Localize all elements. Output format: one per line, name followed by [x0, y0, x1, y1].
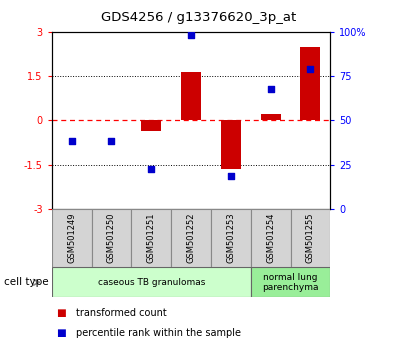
Bar: [141, 120, 161, 131]
Text: caseous TB granulomas: caseous TB granulomas: [98, 278, 205, 287]
Text: GSM501253: GSM501253: [226, 213, 235, 263]
Point: [68, 138, 75, 144]
Bar: [131, 209, 171, 267]
Bar: [181, 72, 201, 120]
Bar: [261, 114, 281, 120]
Bar: [52, 267, 251, 297]
Text: transformed count: transformed count: [76, 308, 166, 318]
Bar: [291, 209, 330, 267]
Point: [108, 138, 115, 144]
Text: cell type: cell type: [4, 277, 49, 287]
Text: GSM501249: GSM501249: [67, 213, 76, 263]
Text: ■: ■: [56, 308, 65, 318]
Point: [267, 86, 274, 92]
Bar: [171, 209, 211, 267]
Text: ■: ■: [56, 328, 65, 338]
Bar: [251, 267, 330, 297]
Text: GSM501254: GSM501254: [266, 213, 275, 263]
Text: GSM501252: GSM501252: [187, 213, 195, 263]
Bar: [211, 209, 251, 267]
Bar: [251, 209, 291, 267]
Text: GSM501255: GSM501255: [306, 213, 315, 263]
Bar: [221, 120, 241, 169]
Bar: [52, 209, 92, 267]
Point: [228, 173, 234, 179]
Point: [307, 66, 314, 72]
Text: GDS4256 / g13376620_3p_at: GDS4256 / g13376620_3p_at: [101, 11, 297, 24]
Point: [188, 32, 194, 38]
Bar: [300, 47, 320, 120]
Text: percentile rank within the sample: percentile rank within the sample: [76, 328, 241, 338]
Text: GSM501250: GSM501250: [107, 213, 116, 263]
Text: GSM501251: GSM501251: [147, 213, 156, 263]
Text: normal lung
parenchyma: normal lung parenchyma: [262, 273, 319, 292]
Bar: [92, 209, 131, 267]
Point: [148, 166, 154, 172]
